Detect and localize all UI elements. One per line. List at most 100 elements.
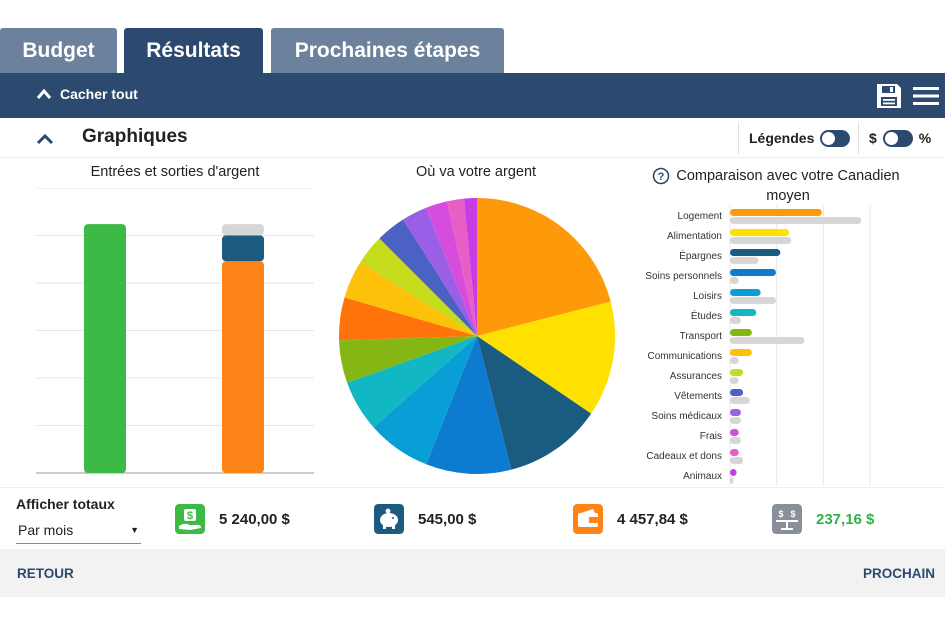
pie-slice[interactable]	[464, 198, 477, 336]
balance-value: 237,16 $	[816, 510, 875, 528]
user-bar[interactable]	[730, 229, 790, 236]
user-bar[interactable]	[730, 209, 822, 216]
bar-segment[interactable]	[222, 235, 264, 262]
next-button[interactable]: PROCHAIN	[862, 566, 935, 581]
expenses-value: 4 457,84 $	[617, 510, 688, 528]
user-bar[interactable]	[730, 289, 761, 296]
inout-chart-title: Entrées et sorties d'argent	[90, 164, 260, 180]
category-label: Études	[691, 309, 722, 322]
category-label: Assurances	[670, 371, 722, 382]
caret-down-icon: ▼	[130, 524, 139, 535]
user-bar[interactable]	[730, 429, 739, 436]
average-bar[interactable]	[730, 317, 741, 324]
category-label: Vêtements	[674, 391, 722, 402]
user-bar[interactable]	[730, 269, 776, 276]
average-bar[interactable]	[730, 277, 739, 284]
pie-slice[interactable]	[373, 336, 477, 465]
average-bar[interactable]	[730, 297, 776, 304]
average-bar[interactable]	[730, 417, 741, 424]
pie-slice[interactable]	[477, 198, 611, 336]
pie-slice[interactable]	[403, 207, 477, 336]
user-bar[interactable]	[730, 329, 752, 336]
svg-text:?: ?	[658, 171, 665, 183]
legend-toggle[interactable]	[820, 129, 851, 147]
user-bar[interactable]	[730, 449, 739, 456]
user-bar[interactable]	[730, 249, 781, 256]
category-label: Frais	[700, 431, 722, 442]
tab-prochaines-etapes[interactable]: Prochaines étapes	[271, 28, 504, 73]
pie-slice[interactable]	[426, 201, 477, 336]
compare-chart-title: Comparaison avec votre Canadien moyen	[676, 168, 900, 204]
total-income: $ 5 240,00 $	[175, 504, 290, 534]
back-button[interactable]: RETOUR	[17, 566, 74, 581]
save-icon[interactable]	[875, 82, 903, 110]
toolbar: Cacher tout	[0, 73, 945, 118]
legend-label: Légendes	[749, 130, 815, 146]
inout-bar-chart	[36, 188, 314, 474]
hamburger-menu-icon[interactable]	[912, 82, 940, 110]
footer-nav: RETOUR PROCHAIN	[0, 549, 945, 597]
pie-slice[interactable]	[339, 297, 477, 341]
svg-text:$: $	[778, 509, 783, 519]
tab-resultats[interactable]: Résultats	[124, 28, 263, 73]
category-label: Soins médicaux	[651, 411, 722, 422]
pie-slice[interactable]	[477, 301, 615, 414]
chevron-up-icon[interactable]	[36, 130, 54, 148]
bar-segment[interactable]	[84, 224, 126, 473]
savings-value: 545,00 $	[418, 510, 477, 528]
category-label: Logement	[678, 211, 723, 222]
average-bar[interactable]	[730, 377, 739, 384]
category-label: Animaux	[683, 471, 722, 482]
user-bar[interactable]	[730, 389, 744, 396]
wallet-icon	[573, 504, 603, 534]
total-balance: $ $ 237,16 $	[772, 504, 874, 534]
bar-segment[interactable]	[222, 261, 264, 473]
chevron-up-icon	[36, 88, 52, 99]
average-bar[interactable]	[730, 477, 734, 484]
average-bar[interactable]	[730, 397, 750, 404]
category-label: Transport	[680, 331, 723, 342]
category-label: Soins personnels	[645, 271, 722, 282]
compare-title-row: ? Comparaison avec votre Canadien moyen	[652, 166, 904, 206]
svg-text:$: $	[790, 509, 795, 519]
category-label: Épargnes	[679, 249, 722, 262]
dollar-percent-toggle[interactable]	[882, 129, 913, 147]
pie-slice[interactable]	[379, 219, 477, 336]
average-bar[interactable]	[730, 457, 744, 464]
tab-bar: Budget Résultats Prochaines étapes	[0, 28, 945, 73]
user-bar[interactable]	[730, 349, 752, 356]
comparison-bar-chart: Logement Alimentation Épargnes Soins person…	[645, 205, 871, 485]
pie-slice[interactable]	[477, 336, 592, 470]
percent-label: %	[918, 130, 932, 146]
average-bar[interactable]	[730, 337, 805, 344]
pie-slice[interactable]	[339, 336, 477, 383]
pie-slice[interactable]	[360, 238, 477, 336]
period-select[interactable]: Par mois ▼	[16, 516, 141, 544]
user-bar[interactable]	[730, 369, 744, 376]
collapse-all-label: Cacher tout	[60, 86, 138, 102]
user-bar[interactable]	[730, 309, 757, 316]
bar-segment[interactable]	[222, 224, 264, 236]
balance-scale-icon: $ $	[772, 504, 802, 534]
category-label: Communications	[648, 351, 722, 362]
help-icon[interactable]: ?	[652, 167, 670, 185]
pie-slice[interactable]	[344, 262, 477, 336]
average-bar[interactable]	[730, 217, 862, 224]
svg-text:$: $	[187, 510, 193, 522]
average-bar[interactable]	[730, 357, 739, 364]
collapse-all-button[interactable]: Cacher tout	[36, 86, 138, 102]
pie-slice[interactable]	[446, 198, 477, 336]
average-bar[interactable]	[730, 257, 759, 264]
pie-slice[interactable]	[426, 336, 512, 474]
category-label: Loisirs	[693, 291, 722, 302]
spending-pie-chart	[339, 198, 615, 474]
income-value: 5 240,00 $	[219, 510, 290, 528]
average-bar[interactable]	[730, 237, 792, 244]
tab-budget[interactable]: Budget	[0, 28, 117, 73]
total-expenses: 4 457,84 $	[573, 504, 688, 534]
pie-slice[interactable]	[347, 336, 477, 428]
user-bar[interactable]	[730, 409, 741, 416]
average-bar[interactable]	[730, 437, 741, 444]
dollar-label: $	[869, 130, 877, 146]
user-bar[interactable]	[730, 469, 737, 476]
